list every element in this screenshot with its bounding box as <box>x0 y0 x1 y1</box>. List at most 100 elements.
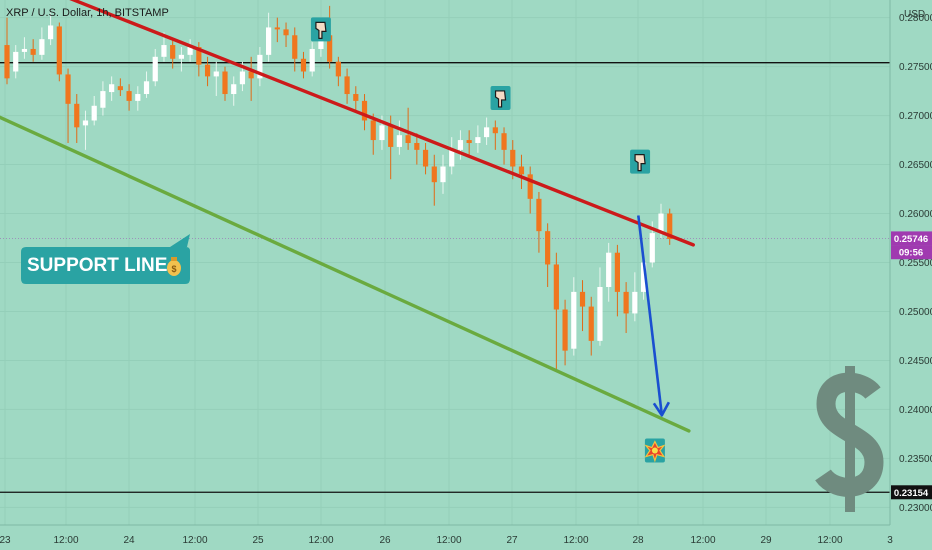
time-tick-label: 28 <box>632 535 644 546</box>
candle-body <box>213 71 219 77</box>
price-tick-label: 0.26500 <box>899 160 932 171</box>
candle-body <box>117 86 123 91</box>
candle-body <box>222 71 228 95</box>
time-tick-label: 29 <box>760 535 772 546</box>
support-line-label: SUPPORT LINE <box>27 255 167 276</box>
candle-body <box>318 35 324 49</box>
pointing-down-icon <box>490 85 511 110</box>
price-tick-label: 0.28000 <box>899 13 932 24</box>
candle-body <box>48 25 54 40</box>
candle-body <box>649 233 655 263</box>
price-tick-label: 0.25000 <box>899 307 932 318</box>
candle-body <box>126 91 132 101</box>
candle-body <box>527 174 533 199</box>
time-tick-label: 12:00 <box>690 535 715 546</box>
dollar-sign-icon <box>815 366 884 512</box>
candle-body <box>492 127 498 134</box>
candle-body <box>440 166 446 183</box>
support-trendline <box>0 115 691 433</box>
candle-body <box>457 140 464 150</box>
price-axis-ticks: 0.28000 0.27500 0.27000 0.26500 0.26000 0.255… <box>899 13 932 514</box>
candle-body <box>501 133 507 150</box>
pointing-down-icon <box>310 17 331 42</box>
candle-body <box>335 61 341 77</box>
candle-body <box>170 45 176 59</box>
candle-body <box>571 291 577 349</box>
time-axis[interactable] <box>0 525 932 550</box>
time-tick-label: 25 <box>252 535 264 546</box>
candle-body <box>248 71 254 79</box>
candle-body <box>274 27 280 30</box>
time-tick-label: 12:00 <box>563 535 588 546</box>
candle-body <box>632 291 638 314</box>
candle-body <box>56 26 62 75</box>
price-tick-label: 0.23500 <box>899 454 932 465</box>
candle-body <box>257 54 263 79</box>
time-tick-label: 27 <box>506 535 518 546</box>
candle-body <box>623 291 629 314</box>
candle-body <box>640 262 647 292</box>
time-tick-label: 12:00 <box>53 535 78 546</box>
candle-body <box>597 286 603 341</box>
candle-body <box>588 306 594 341</box>
candle-body <box>370 120 376 141</box>
price-tick-label: 0.24500 <box>899 356 932 367</box>
signal-markers <box>310 17 666 463</box>
candle-body <box>65 74 71 104</box>
support-line-callout: SUPPORT LINE $ <box>21 234 190 284</box>
price-tag-label: 0.25746 <box>894 234 928 245</box>
candle-body <box>143 81 150 95</box>
price-axis[interactable] <box>890 0 932 525</box>
candle-body <box>74 103 80 128</box>
hand-shape <box>634 154 646 172</box>
price-tag-background <box>891 245 932 260</box>
price-tick-label: 0.25500 <box>899 258 932 269</box>
candle-body <box>466 140 472 144</box>
explosion-core <box>651 447 658 454</box>
candle-body <box>292 35 298 59</box>
time-axis-ticks: 23 12:00 24 12:00 25 12:00 26 12:00 27 12:00 28 12:… <box>0 535 893 546</box>
candle-body <box>91 105 97 121</box>
candle-body <box>100 91 106 108</box>
price-tick-label: 0.27000 <box>899 111 932 122</box>
candle-body <box>4 45 10 79</box>
candle-body <box>388 125 394 147</box>
candle-body <box>379 125 385 141</box>
svg-text:$: $ <box>171 264 176 274</box>
time-tick-label: 24 <box>123 535 135 546</box>
money-bag-icon: $ <box>167 257 181 276</box>
hand-shape <box>315 21 327 39</box>
currency-label: USD <box>904 9 925 20</box>
candle-body <box>21 48 28 52</box>
candle-body <box>327 35 333 62</box>
candle-body <box>135 94 141 101</box>
price-tags: 0.25746 09:56 0.23154 <box>891 231 932 500</box>
time-tick-label: 23 <box>0 535 11 546</box>
price-tick-label: 0.27500 <box>899 62 932 73</box>
candle-body <box>667 213 673 239</box>
candle-body <box>396 135 402 147</box>
resistance-trendline <box>69 0 695 247</box>
candle-body <box>178 54 184 59</box>
price-tag-label: 0.23154 <box>894 488 929 499</box>
projection-arrow-head <box>652 401 671 417</box>
candle-body <box>196 47 202 65</box>
time-tick-label: 12:00 <box>182 535 207 546</box>
price-tick-label: 0.24000 <box>899 405 932 416</box>
candle-body <box>266 27 272 55</box>
price-tick-label: 0.23000 <box>899 503 932 514</box>
candle-body <box>606 252 612 287</box>
candle-body <box>658 213 664 234</box>
candle-body <box>614 252 620 292</box>
projection-arrow <box>637 215 671 417</box>
candle-body <box>152 56 158 82</box>
time-tick-label: 26 <box>379 535 391 546</box>
candle-body <box>109 84 115 93</box>
candle-body <box>484 127 490 138</box>
candle-body <box>475 137 481 144</box>
candle-body <box>405 135 411 144</box>
candle-body <box>536 198 542 232</box>
candle-body <box>231 84 237 95</box>
time-tick-label: 12:00 <box>436 535 461 546</box>
